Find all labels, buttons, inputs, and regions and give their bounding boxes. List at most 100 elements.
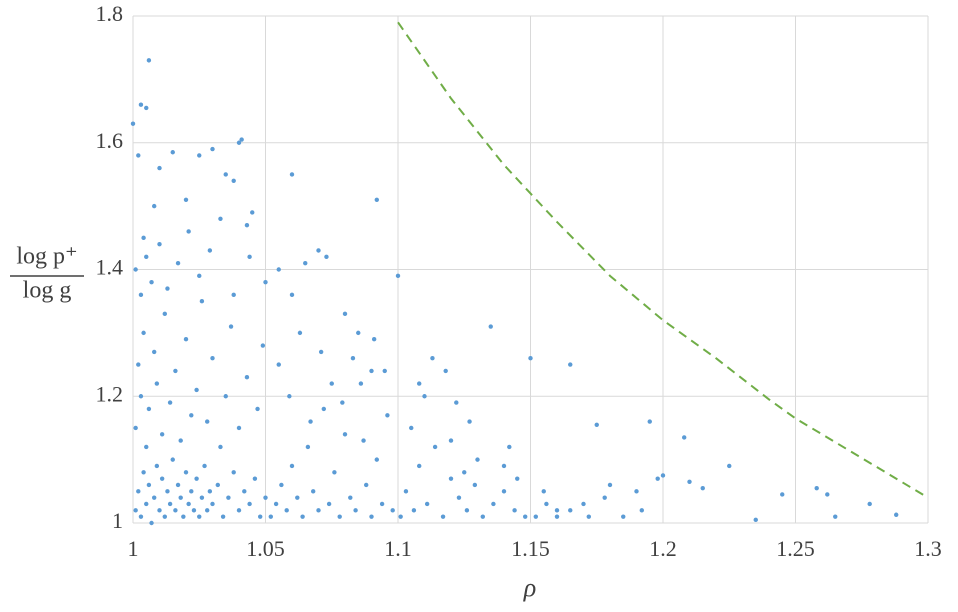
scatter-point [141,235,146,241]
scatter-point [268,514,273,519]
scatter-point [369,514,374,519]
scatter-point [197,153,202,158]
scatter-point [894,512,899,517]
scatter-point [220,514,226,519]
scatter-point [448,438,454,443]
scatter-point [236,425,242,431]
scatter-point [242,489,247,494]
scatter-point [173,508,178,513]
scatter-point [244,222,250,228]
scatter-point [501,463,507,469]
scatter-point [464,508,470,513]
scatter-point [138,394,144,399]
scatter-point [273,501,279,507]
scatter-point [443,368,448,374]
scatter-point [141,330,146,336]
scatter-point [515,476,520,481]
scatter-point [348,495,353,500]
scatter-point [239,137,244,142]
scatter-point [430,356,435,361]
scatter-point [152,349,157,355]
scatter-point [369,368,374,374]
x-tick-label: 1.2 [649,536,677,561]
scatter-point [197,514,202,519]
scatter-point [138,292,144,298]
scatter-point [218,216,223,221]
scatter-point [329,381,334,386]
scatter-point [318,349,324,355]
x-tick-label: 1.25 [776,536,815,561]
scatter-point [544,501,549,507]
scatter-point [867,501,872,507]
scatter-point [154,463,160,469]
scatter-point [276,362,281,367]
scatter-point [660,473,666,478]
scatter-point [353,508,358,513]
scatter-point [324,254,329,260]
scatter-point [186,229,191,234]
scatter-point [411,508,417,513]
scatter-point [480,514,485,519]
scatter-point [162,311,167,317]
scatter-point [300,514,305,519]
scatter-point [149,279,154,285]
scatter-point [316,508,321,513]
scatter-point [144,105,149,111]
scatter-point [395,273,401,279]
scatter-point [173,368,178,374]
scatter-point [382,368,387,374]
scatter-point [825,492,830,497]
scatter-point [205,419,210,424]
scatter-point [289,172,295,177]
scatter-point [647,419,652,424]
scatter-point [456,495,462,500]
scatter-point [159,476,165,481]
scatter-point [159,432,165,437]
scatter-point [170,457,175,462]
x-tick-label: 1.3 [914,536,942,561]
x-axis-label: ρ [523,573,536,602]
scatter-point [178,495,183,500]
scatter-point [390,508,395,513]
scatter-point [146,406,152,412]
scatter-point [639,508,644,513]
scatter-point [295,495,300,500]
scatter-point [255,406,260,412]
scatter-point [440,514,446,519]
scatter-point [165,286,170,291]
scatter-point [321,406,326,412]
y-tick-label: 1.6 [96,128,124,153]
scatter-point [141,470,146,475]
scatter-point [528,356,533,361]
scatter-point [467,419,472,424]
scatter-point [210,146,215,152]
scatter-point [226,495,231,500]
scatter-point [263,279,268,285]
scatter-point [223,172,228,177]
scatter-point [199,298,205,304]
scatter-point [374,197,379,202]
scatter-point [136,489,141,494]
scatter-point [316,248,321,253]
scatter-point [247,501,252,507]
scatter-point [250,210,255,215]
x-tick-label: 1.1 [384,536,412,561]
scatter-point [342,432,348,437]
scatter-point [183,197,189,202]
scatter-point [523,514,528,519]
scatter-point [247,254,252,260]
scatter-point [162,514,167,519]
scatter-point [409,425,414,431]
scatter-point [700,485,705,491]
scatter-point [581,501,586,507]
scatter-point [454,400,459,405]
scatter-point [379,501,385,507]
x-tick-label: 1.05 [246,536,285,561]
scatter-point [432,444,438,450]
scatter-point [417,381,422,386]
scatter-point [398,514,403,519]
scatter-point [136,153,141,158]
scatter-point [403,489,409,494]
scatter-point [244,375,250,380]
